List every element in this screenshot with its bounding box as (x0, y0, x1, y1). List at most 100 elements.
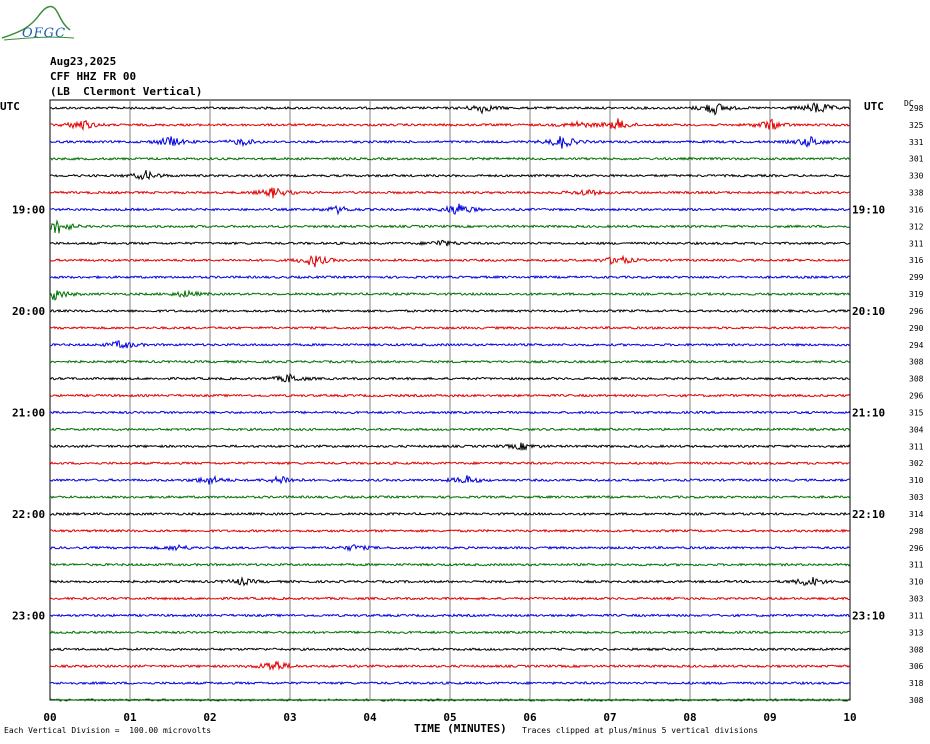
seismic-trace-blue (49, 136, 851, 149)
dc-offset-label: 301 (909, 155, 924, 164)
left-time-label: 20:00 (12, 305, 45, 318)
seismic-trace-green (49, 562, 851, 567)
seismic-trace-black (49, 576, 851, 587)
seismic-trace-blue (49, 680, 851, 686)
seismic-trace-blue (49, 203, 851, 216)
dc-offset-label: 318 (909, 679, 924, 688)
seismic-trace-black (49, 102, 851, 116)
dc-offset-label: 314 (909, 510, 924, 519)
dc-offset-label: 313 (909, 628, 924, 637)
dc-offset-label: 311 (909, 611, 924, 620)
seismic-trace-red (49, 254, 851, 268)
left-time-label: 19:00 (12, 203, 45, 216)
seismic-trace-blue (49, 274, 851, 280)
seismic-trace-red (49, 461, 851, 466)
dc-offset-label: 315 (909, 408, 924, 417)
x-tick-label: 05 (443, 711, 456, 724)
x-tick-label: 09 (763, 711, 776, 724)
seismic-trace-black (49, 239, 851, 247)
x-tick-label: 02 (203, 711, 216, 724)
dc-offset-label: 308 (909, 375, 924, 384)
recording-date: Aug23,2025 (50, 55, 117, 68)
seismic-trace-blue (49, 544, 851, 552)
x-tick-label: 03 (283, 711, 296, 724)
x-tick-label: 07 (603, 711, 616, 724)
dc-offset-label: 338 (909, 189, 924, 198)
seismic-trace-blue (49, 410, 851, 415)
seismic-trace-red (49, 118, 851, 131)
right-time-label: 21:10 (852, 406, 885, 419)
seismic-trace-red (49, 187, 851, 199)
left-time-label: 22:00 (12, 508, 45, 521)
x-tick-label: 01 (123, 711, 137, 724)
seismic-trace-green (49, 359, 851, 364)
x-axis-label: TIME (MINUTES) (414, 722, 507, 735)
dc-offset-label: 325 (909, 121, 924, 130)
seismic-trace-black (49, 373, 851, 383)
seismic-trace-black (49, 511, 851, 516)
dc-offset-label: 290 (909, 324, 924, 333)
dc-offset-label: 311 (909, 239, 924, 248)
dc-offset-label: 303 (909, 493, 924, 502)
dc-offset-label: 303 (909, 595, 924, 604)
seismic-trace-green (49, 427, 851, 432)
dc-offset-label: 311 (909, 561, 924, 570)
seismic-trace-blue (49, 340, 851, 349)
seismic-trace-green (49, 630, 851, 635)
seismic-trace-red (49, 528, 851, 534)
dc-offset-label: 312 (909, 222, 924, 231)
seismic-trace-green (49, 494, 851, 500)
dc-offset-label: 304 (909, 425, 924, 434)
left-time-label: 21:00 (12, 406, 45, 419)
logo-text: OFGC (22, 26, 67, 41)
dc-offset-label: 308 (909, 696, 924, 705)
seismic-trace-green (49, 289, 851, 301)
dc-offset-label: 299 (909, 273, 924, 282)
dc-offset-label: 311 (909, 442, 924, 451)
seismic-trace-red (49, 393, 851, 398)
seismic-trace-green (49, 219, 851, 234)
dc-offset-label: 308 (909, 358, 924, 367)
x-tick-label: 04 (363, 711, 377, 724)
seismic-trace-blue (49, 474, 851, 485)
station-location: (LB Clermont Vertical) (50, 85, 203, 98)
dc-offset-label: 316 (909, 205, 924, 214)
utc-left-label: UTC (0, 100, 20, 113)
right-time-label: 20:10 (852, 305, 885, 318)
dc-offset-label: 296 (909, 544, 924, 553)
seismic-trace-red (49, 596, 851, 601)
vertical-division-note: Each Vertical Division = 100.00 microvol… (4, 726, 212, 735)
seismic-trace-black (49, 442, 851, 451)
dc-label: DC (904, 99, 914, 108)
station-code: CFF HHZ FR 00 (50, 70, 137, 83)
right-time-label: 23:10 (852, 609, 885, 622)
dc-offset-label: 296 (909, 307, 924, 316)
clipping-note: Traces clipped at plus/minus 5 vertical … (522, 726, 759, 735)
seismic-trace-black (49, 170, 851, 181)
seismic-trace-black (49, 308, 851, 314)
seismic-trace-black (49, 647, 851, 652)
seismic-trace-green (49, 156, 851, 161)
dc-offset-label: 330 (909, 172, 924, 181)
seismic-trace-red (49, 660, 851, 672)
dc-offset-label: 296 (909, 392, 924, 401)
dc-offset-label: 306 (909, 662, 924, 671)
dc-offset-label: 316 (909, 256, 924, 265)
dc-offset-label: 310 (909, 476, 924, 485)
dc-offset-label: 298 (909, 104, 924, 113)
dc-offset-label: 308 (909, 645, 924, 654)
seismic-trace-green (49, 697, 851, 703)
seismic-trace-red (49, 325, 851, 330)
x-tick-label: 00 (43, 711, 56, 724)
ofgc-logo-icon (1, 5, 75, 41)
left-time-label: 23:00 (12, 609, 45, 622)
dc-offset-label: 302 (909, 459, 924, 468)
dc-offset-label: 294 (909, 341, 924, 350)
dc-offset-label: 310 (909, 578, 924, 587)
right-time-label: 22:10 (852, 508, 885, 521)
dc-offset-label: 298 (909, 527, 924, 536)
seismic-trace-blue (49, 613, 851, 618)
x-tick-label: 08 (683, 711, 696, 724)
dc-offset-label: 331 (909, 138, 924, 147)
